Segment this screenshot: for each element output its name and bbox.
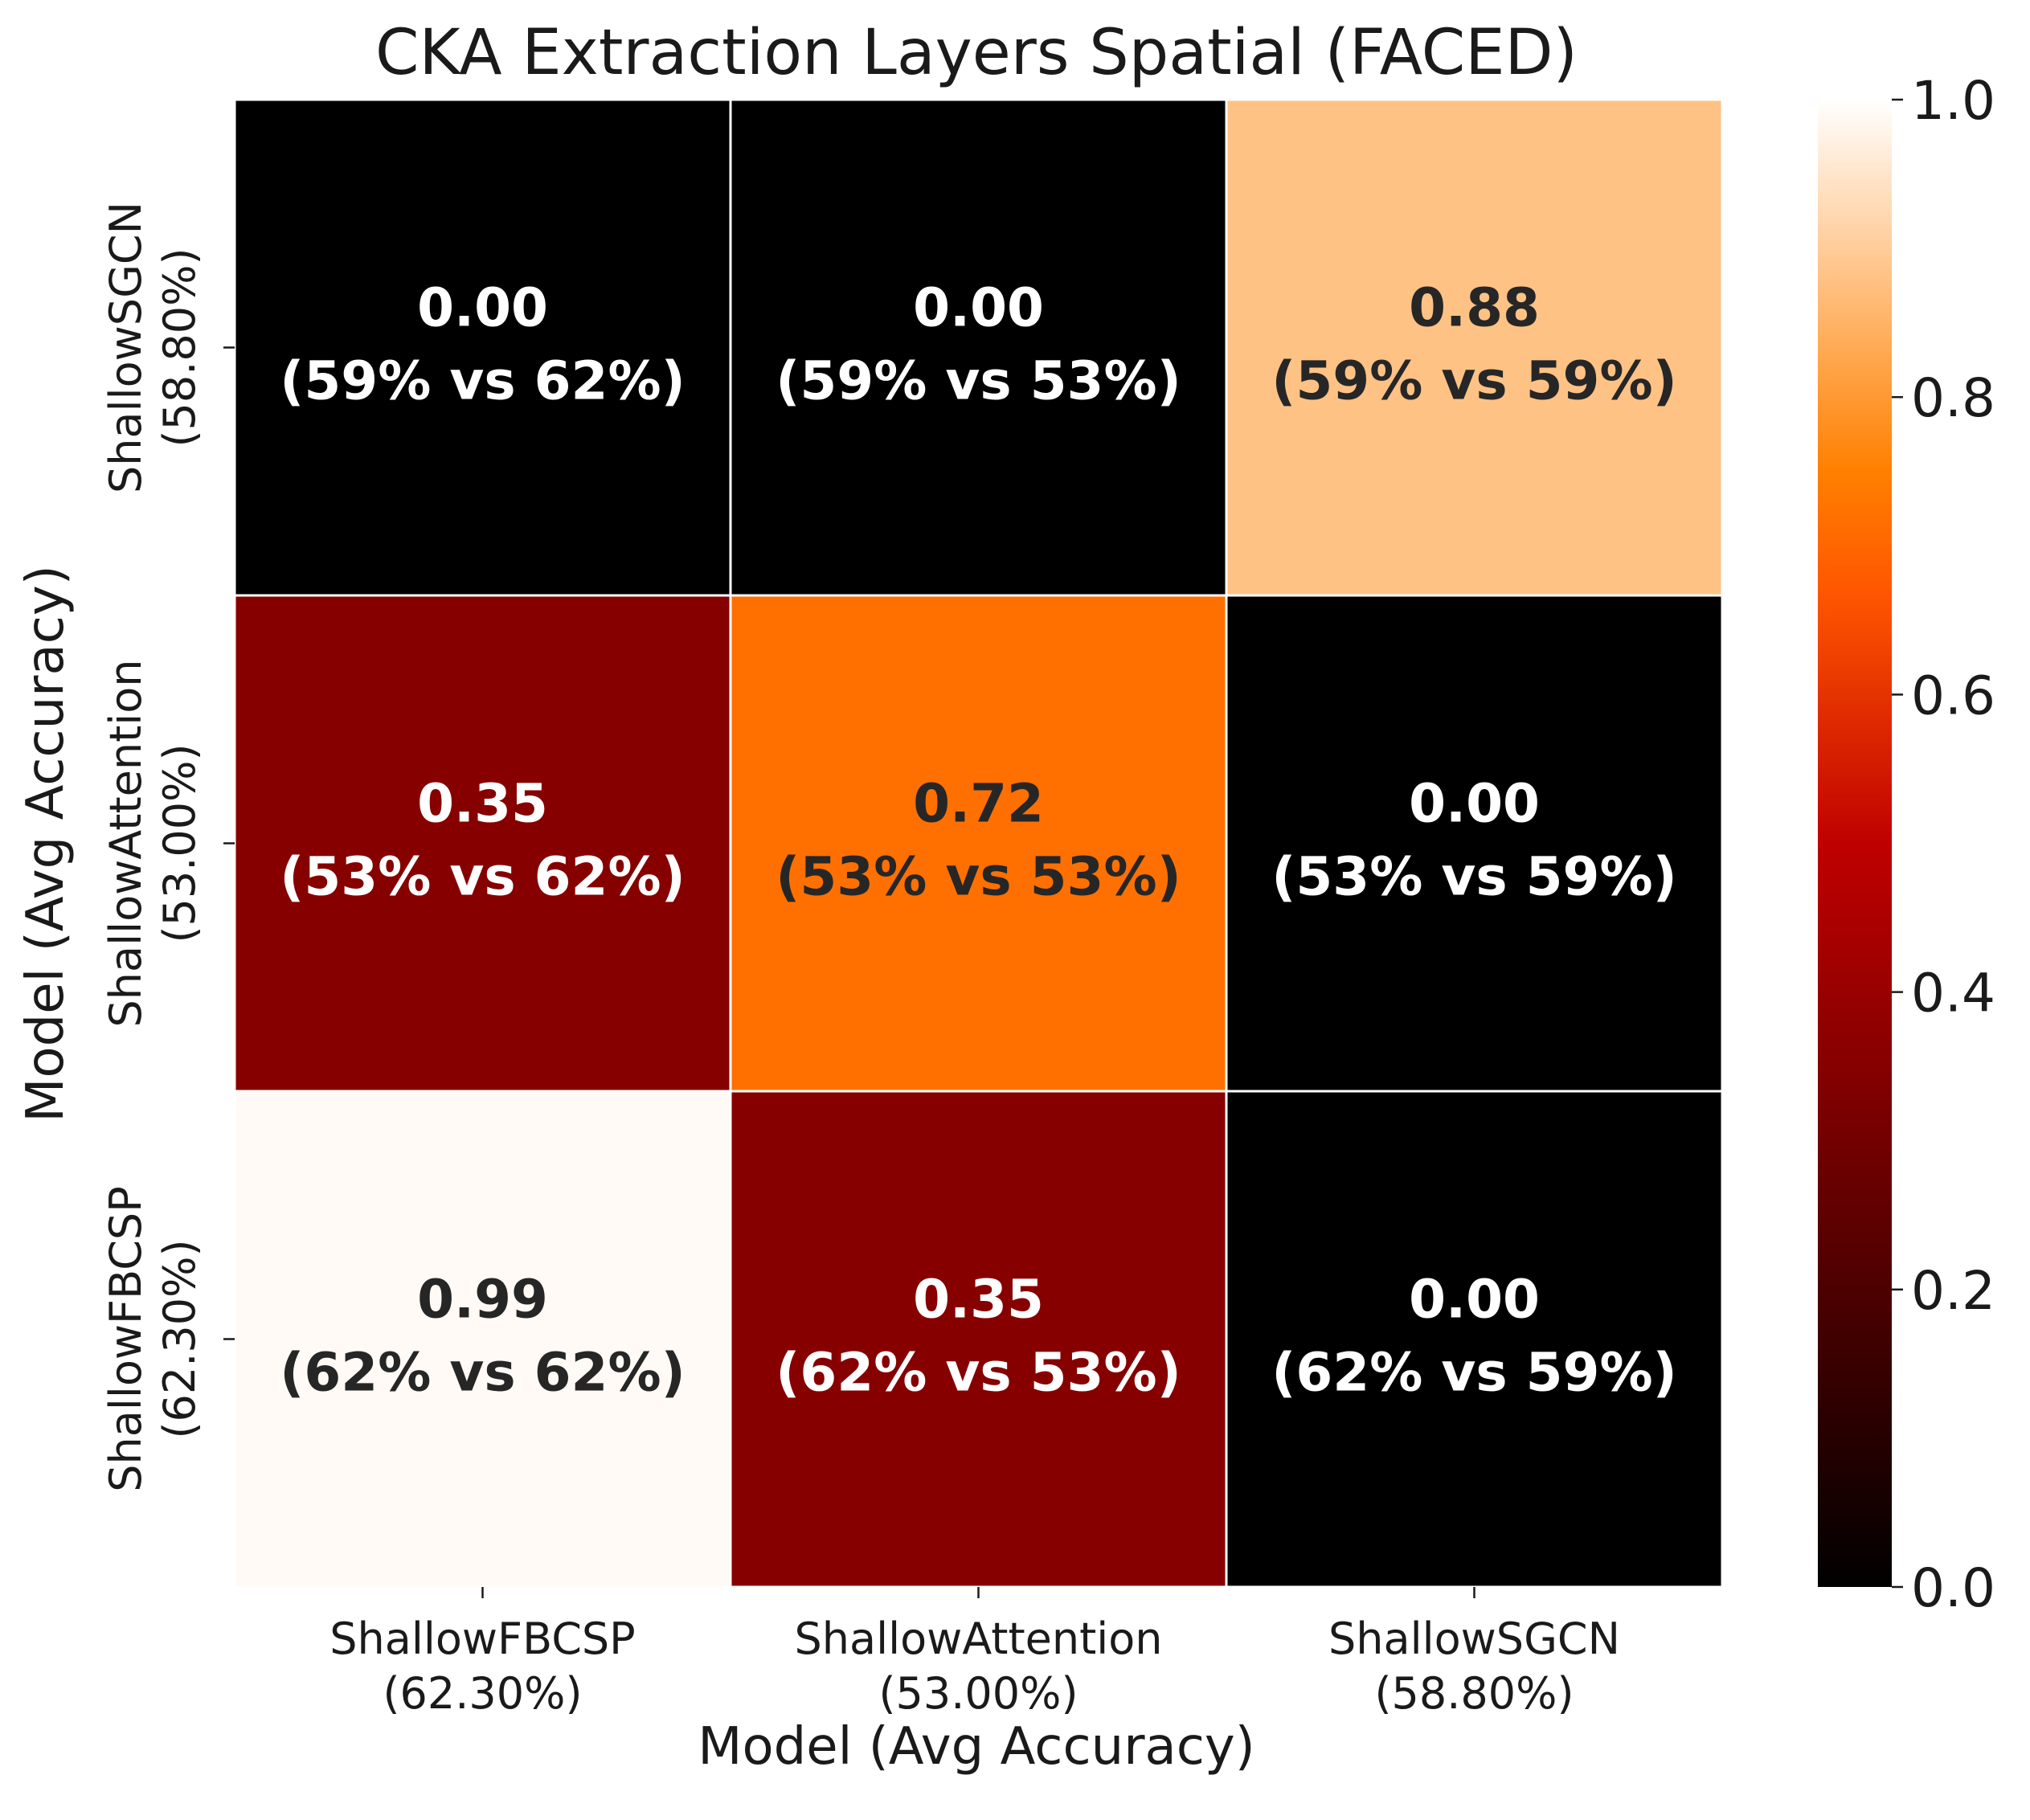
- colorbar-tick-label: 0.0: [1911, 1557, 1995, 1619]
- cell-value-label: 0.00: [417, 277, 548, 339]
- y-tick-accuracy: (58.80%): [154, 247, 205, 447]
- colorbar-tick-label: 0.4: [1911, 963, 1995, 1025]
- x-tick-label: ShallowAttention: [794, 1613, 1162, 1664]
- colorbar-tick-label: 0.8: [1911, 367, 1995, 429]
- heatmap-cell: [233, 1090, 732, 1589]
- cell-value-label: 0.35: [913, 1269, 1044, 1331]
- x-tick-label: ShallowFBCSP: [329, 1613, 636, 1664]
- cell-value-label: 0.88: [1409, 277, 1540, 339]
- chart-title: CKA Extraction Layers Spatial (FACED): [375, 17, 1578, 89]
- heatmap-cell: [233, 594, 732, 1093]
- y-tick-label: ShallowSGCN: [100, 202, 151, 493]
- x-axis-label: Model (Avg Accuracy): [698, 1717, 1255, 1777]
- heatmap-cell: [1225, 1090, 1724, 1589]
- cell-accuracy-label: (62% vs 62%): [280, 1342, 686, 1404]
- heatmap-cell: [729, 594, 1228, 1093]
- cell-accuracy-label: (53% vs 59%): [1271, 846, 1677, 908]
- cell-value-label: 0.00: [1409, 1269, 1540, 1331]
- colorbar-tick-label: 0.2: [1911, 1260, 1995, 1322]
- cell-value-label: 0.35: [417, 773, 548, 835]
- colorbar-tick-label: 1.0: [1911, 70, 1995, 132]
- heatmap-cell: [729, 98, 1228, 597]
- x-tick-label: ShallowSGCN: [1328, 1613, 1620, 1664]
- cell-accuracy-label: (53% vs 53%): [776, 846, 1181, 908]
- y-tick-label: ShallowFBCSP: [100, 1186, 151, 1492]
- cell-value-label: 0.00: [1409, 773, 1540, 835]
- heatmap-cell: [729, 1090, 1228, 1589]
- colorbar: 0.0 0.2 0.4 0.6 0.8 1.0: [1818, 70, 1995, 1619]
- cell-value-label: 0.00: [913, 277, 1044, 339]
- y-axis-ticks: ShallowSGCN (58.80%) ShallowAttention (53.0…: [100, 202, 235, 1492]
- x-axis-ticks: ShallowFBCSP(62.30%) ShallowAttention(53.…: [329, 1587, 1620, 1719]
- cell-accuracy-label: (53% vs 62%): [280, 846, 686, 908]
- cell-accuracy-label: (59% vs 53%): [776, 350, 1181, 412]
- y-tick-label: ShallowAttention: [100, 659, 151, 1027]
- heatmap-cell: [1225, 594, 1724, 1093]
- heatmap-cell: [1225, 98, 1724, 597]
- x-tick-accuracy: (62.30%): [383, 1668, 582, 1719]
- cell-accuracy-label: (62% vs 59%): [1271, 1342, 1677, 1404]
- cell-accuracy-label: (59% vs 59%): [1271, 350, 1677, 412]
- heatmap-cells: 0.00 (59% vs 62%) 0.00 (59% vs 53%) 0.88 (59%…: [233, 98, 1724, 1589]
- cell-accuracy-label: (59% vs 62%): [280, 350, 686, 412]
- y-tick-accuracy: (62.30%): [154, 1239, 205, 1438]
- cell-value-label: 0.72: [913, 773, 1044, 835]
- colorbar-gradient: [1818, 100, 1892, 1587]
- cell-value-label: 0.99: [417, 1269, 548, 1331]
- y-tick-accuracy: (53.00%): [154, 743, 205, 943]
- x-tick-accuracy: (53.00%): [878, 1668, 1078, 1719]
- cell-accuracy-label: (62% vs 53%): [776, 1342, 1181, 1404]
- y-axis-label: Model (Avg Accuracy): [16, 565, 76, 1123]
- heatmap-cell: [233, 98, 732, 597]
- colorbar-tick-label: 0.6: [1911, 665, 1995, 726]
- x-tick-accuracy: (58.80%): [1374, 1668, 1574, 1719]
